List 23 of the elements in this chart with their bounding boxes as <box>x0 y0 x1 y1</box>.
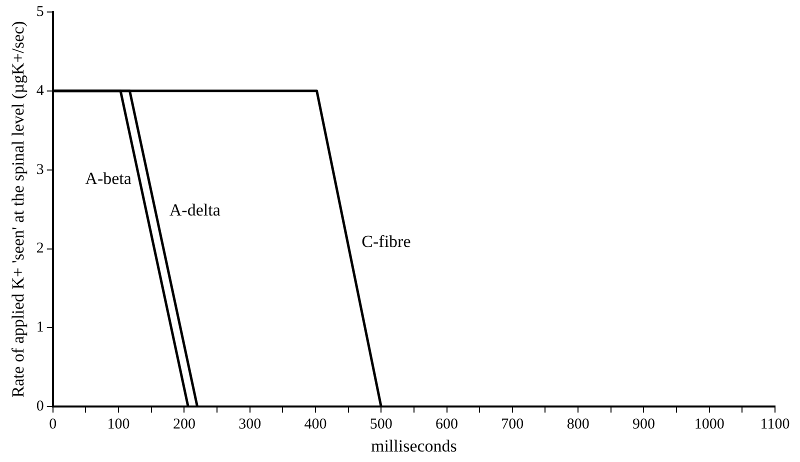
series-label: A-beta <box>85 168 132 188</box>
x-tick-label: 800 <box>566 416 590 433</box>
y-tick-label: 2 <box>36 240 44 257</box>
y-axis-title: Rate of applied K+ 'seen' at the spinal level (µgK+/sec) <box>8 21 28 398</box>
x-tick-label: 700 <box>501 416 524 433</box>
x-tick-label: 500 <box>370 416 392 433</box>
x-tick-label: 400 <box>304 416 327 433</box>
x-tick-label: 1000 <box>694 416 724 433</box>
x-tick-label: 1100 <box>760 416 790 433</box>
x-tick-label: 100 <box>107 416 130 433</box>
y-tick-label: 1 <box>36 320 44 336</box>
y-tick-label: 5 <box>36 4 44 20</box>
x-tick-label: 600 <box>436 416 458 433</box>
x-tick-label: 900 <box>632 416 655 433</box>
y-tick-label: 0 <box>36 398 44 415</box>
series-label: A-delta <box>169 200 221 220</box>
x-tick-label: 300 <box>238 416 262 433</box>
x-tick-label: 200 <box>172 416 196 433</box>
y-tick-label: 3 <box>36 162 44 178</box>
series-label: C-fibre <box>362 232 411 251</box>
y-tick-label: 4 <box>36 82 44 99</box>
x-axis-title: milliseconds <box>370 436 457 456</box>
x-tick-label: 0 <box>49 416 57 433</box>
